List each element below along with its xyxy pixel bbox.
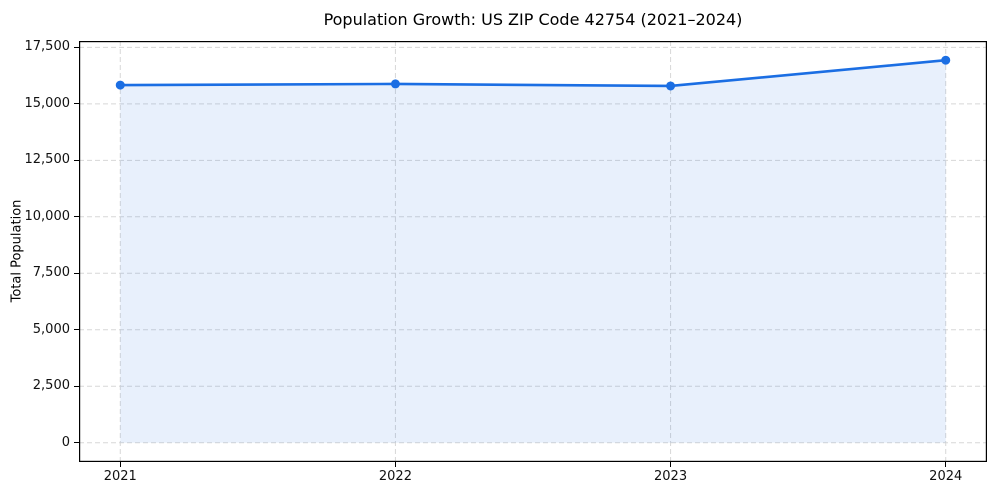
chart-svg [79,41,987,462]
x-tick-label: 2024 [929,469,963,484]
area-fill [120,60,946,443]
y-tick-mark [74,272,79,274]
y-tick-label: 12,500 [24,152,71,168]
y-tick-mark [74,216,79,218]
y-tick-label: 10,000 [24,208,71,224]
x-tick-label: 2021 [103,469,137,484]
data-point-marker [941,55,951,65]
x-tick-mark [394,462,396,467]
y-tick-mark [74,442,79,444]
x-tick-label: 2023 [654,469,688,484]
y-tick-label: 17,500 [24,39,71,55]
data-point-marker [666,81,676,91]
y-tick-mark [74,159,79,161]
y-tick-label: 15,000 [24,95,71,111]
y-tick-mark [74,46,79,48]
y-tick-mark [74,103,79,105]
plot-area [79,41,987,462]
y-tick-mark [74,329,79,331]
x-tick-mark [945,462,947,467]
x-tick-mark [119,462,121,467]
trend-line [118,58,948,88]
plot-border [79,41,987,462]
chart-title: Population Growth: US ZIP Code 42754 (20… [323,10,743,29]
y-tick-label: 5,000 [32,321,70,337]
x-tick-label: 2022 [378,469,412,484]
x-tick-mark [669,462,672,467]
data-point-marker [390,79,400,89]
y-tick-label: 0 [61,434,70,450]
y-tick-label: 2,500 [32,378,70,394]
y-tick-mark [74,385,79,387]
y-tick-label: 7,500 [32,265,70,281]
data-point-marker [115,80,125,90]
